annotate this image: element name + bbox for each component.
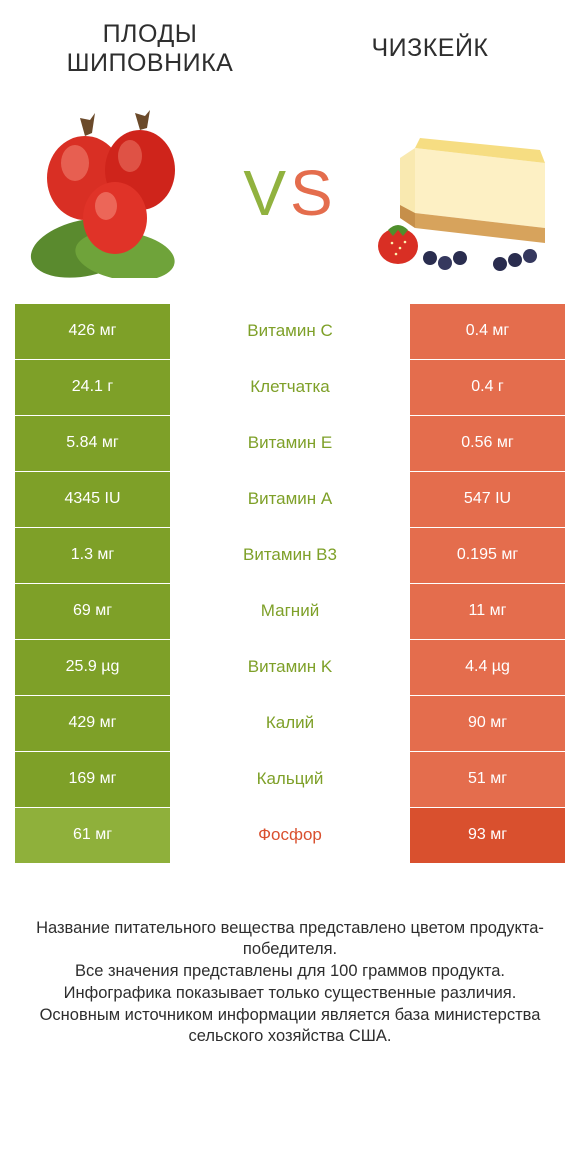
nutrient-label: Калий xyxy=(170,696,410,751)
table-row: 69 мгМагний11 мг xyxy=(15,583,565,639)
left-value: 1.3 мг xyxy=(15,528,170,583)
footer-line-3: Инфографика показывает только существенн… xyxy=(24,983,556,1005)
table-row: 5.84 мгВитамин E0.56 мг xyxy=(15,415,565,471)
rosehip-icon xyxy=(30,108,210,278)
left-value: 429 мг xyxy=(15,696,170,751)
images-row: VS xyxy=(0,78,580,303)
footer-line-1: Название питательного вещества представл… xyxy=(24,918,556,962)
left-value: 5.84 мг xyxy=(15,416,170,471)
table-row: 429 мгКалий90 мг xyxy=(15,695,565,751)
cheesecake-icon xyxy=(370,108,550,278)
right-value: 547 IU xyxy=(410,472,565,527)
cheesecake-image xyxy=(370,108,550,278)
rosehip-image xyxy=(30,108,210,278)
left-value: 25.9 µg xyxy=(15,640,170,695)
vs-v: V xyxy=(243,156,290,230)
left-food-title: ПЛОДЫ ШИПОВНИКА xyxy=(30,20,270,78)
footer-line-4: Основным источником информации является … xyxy=(24,1005,556,1049)
left-value: 426 мг xyxy=(15,304,170,359)
table-row: 24.1 гКлетчатка0.4 г xyxy=(15,359,565,415)
nutrient-label: Витамин E xyxy=(170,416,410,471)
left-value: 69 мг xyxy=(15,584,170,639)
right-value: 0.56 мг xyxy=(410,416,565,471)
right-value: 90 мг xyxy=(410,696,565,751)
nutrient-label: Кальций xyxy=(170,752,410,807)
nutrient-label: Фосфор xyxy=(170,808,410,863)
right-value: 0.4 мг xyxy=(410,304,565,359)
right-value: 93 мг xyxy=(410,808,565,863)
right-food-title: ЧИЗКЕЙК xyxy=(310,34,550,63)
table-row: 61 мгФосфор93 мг xyxy=(15,807,565,863)
right-value: 11 мг xyxy=(410,584,565,639)
table-row: 4345 IUВитамин A547 IU xyxy=(15,471,565,527)
nutrient-label: Витамин C xyxy=(170,304,410,359)
left-value: 61 мг xyxy=(15,808,170,863)
left-value: 4345 IU xyxy=(15,472,170,527)
table-row: 426 мгВитамин C0.4 мг xyxy=(15,303,565,359)
right-value: 4.4 µg xyxy=(410,640,565,695)
footer-notes: Название питательного вещества представл… xyxy=(0,863,580,1049)
nutrient-label: Витамин K xyxy=(170,640,410,695)
left-value: 24.1 г xyxy=(15,360,170,415)
vs-label: VS xyxy=(243,156,336,230)
table-row: 169 мгКальций51 мг xyxy=(15,751,565,807)
right-value: 51 мг xyxy=(410,752,565,807)
left-value: 169 мг xyxy=(15,752,170,807)
nutrient-label: Клетчатка xyxy=(170,360,410,415)
vs-s: S xyxy=(290,156,337,230)
footer-line-2: Все значения представлены для 100 граммо… xyxy=(24,961,556,983)
nutrient-label: Витамин A xyxy=(170,472,410,527)
header: ПЛОДЫ ШИПОВНИКА ЧИЗКЕЙК xyxy=(0,0,580,78)
comparison-table: 426 мгВитамин C0.4 мг24.1 гКлетчатка0.4 … xyxy=(0,303,580,863)
right-value: 0.4 г xyxy=(410,360,565,415)
nutrient-label: Магний xyxy=(170,584,410,639)
nutrient-label: Витамин B3 xyxy=(170,528,410,583)
right-value: 0.195 мг xyxy=(410,528,565,583)
table-row: 25.9 µgВитамин K4.4 µg xyxy=(15,639,565,695)
table-row: 1.3 мгВитамин B30.195 мг xyxy=(15,527,565,583)
